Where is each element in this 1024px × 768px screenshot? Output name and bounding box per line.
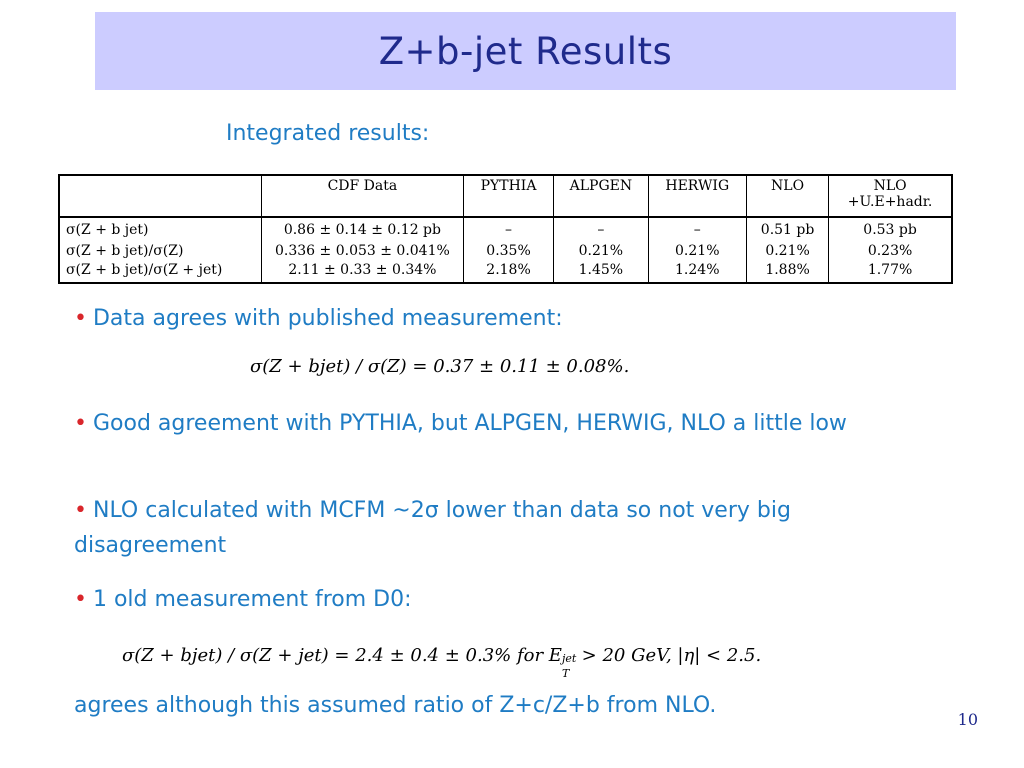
formula-d0-tail: > 20 GeV, |η| < 2.5. [575, 645, 762, 666]
results-table: CDF Data PYTHIA ALPGEN HERWIG NLO NLO +U… [58, 174, 953, 284]
slide-title: Z+b-jet Results [378, 29, 673, 73]
table-header: PYTHIA [462, 175, 554, 218]
table-cell: 0.51 pb [745, 217, 829, 243]
formula-published: σ(Z + bjet) / σ(Z) = 0.37 ± 0.11 ± 0.08%… [250, 356, 630, 377]
table-header: CDF Data [260, 175, 464, 218]
formula-d0-sub: T [561, 667, 570, 680]
table-cell: 0.53 pb [828, 217, 952, 243]
table-row: σ(Z + b jet) 0.86 ± 0.14 ± 0.12 pb – – –… [58, 217, 952, 243]
table-cell: 0.21% [553, 242, 649, 263]
table-cell: 1.45% [553, 262, 649, 283]
formula-d0: σ(Z + bjet) / σ(Z + jet) = 2.4 ± 0.4 ± 0… [122, 645, 762, 680]
bullet-text: Good agreement with PYTHIA, but ALPGEN, … [92, 411, 847, 436]
table-header: NLO [745, 175, 829, 218]
table-cell: 0.86 ± 0.14 ± 0.12 pb [260, 217, 464, 243]
page-number: 10 [957, 710, 978, 729]
table-row: σ(Z + b jet)/σ(Z + jet) 2.11 ± 0.33 ± 0.… [58, 262, 952, 283]
closing-text: agrees although this assumed ratio of Z+… [74, 693, 717, 718]
formula-d0-main: σ(Z + bjet) / σ(Z + jet) = 2.4 ± 0.4 ± 0… [122, 645, 562, 666]
table-header [58, 175, 262, 218]
table-cell: – [462, 217, 554, 243]
bullet-dot: • [74, 306, 87, 331]
table-cell: σ(Z + b jet)/σ(Z + jet) [58, 262, 262, 283]
table-cell: 0.21% [647, 242, 747, 263]
bullet-text: Data agrees with published measurement: [92, 306, 563, 331]
table-cell: 0.35% [462, 242, 554, 263]
bullet-dot: • [74, 587, 87, 612]
table-cell: – [553, 217, 649, 243]
table-header: ALPGEN [553, 175, 649, 218]
table-header: NLO +U.E+hadr. [828, 175, 952, 218]
table-cell: 1.77% [828, 262, 952, 283]
table-cell: σ(Z + b jet)/σ(Z) [58, 242, 262, 263]
table-cell: 0.21% [745, 242, 829, 263]
table-header: HERWIG [647, 175, 747, 218]
table-cell: σ(Z + b jet) [58, 217, 262, 243]
bullet-text: NLO calculated with MCFM ~2σ lower than … [74, 498, 791, 558]
table-row: σ(Z + b jet)/σ(Z) 0.336 ± 0.053 ± 0.041%… [58, 242, 952, 263]
table-cell: 1.24% [647, 262, 747, 283]
table-cell: 0.336 ± 0.053 ± 0.041% [260, 242, 464, 263]
table-cell: 2.11 ± 0.33 ± 0.34% [260, 262, 464, 283]
bullet-item: • Data agrees with published measurement: [74, 301, 944, 336]
bullet-dot: • [74, 498, 87, 523]
bullet-text: 1 old measurement from D0: [92, 587, 412, 612]
table-cell: 2.18% [462, 262, 554, 283]
subtitle: Integrated results: [226, 121, 430, 146]
table-cell: 0.23% [828, 242, 952, 263]
table-cell: 1.88% [745, 262, 829, 283]
bullet-item: • Good agreement with PYTHIA, but ALPGEN,… [74, 406, 944, 441]
bullet-item: • NLO calculated with MCFM ~2σ lower than… [74, 493, 944, 563]
table-cell: – [647, 217, 747, 243]
table-header-row: CDF Data PYTHIA ALPGEN HERWIG NLO NLO +U… [58, 175, 952, 218]
bullet-item: • 1 old measurement from D0: [74, 582, 944, 617]
title-bar: Z+b-jet Results [95, 12, 956, 90]
bullet-dot: • [74, 411, 87, 436]
formula-d0-sup: jet [561, 652, 577, 665]
